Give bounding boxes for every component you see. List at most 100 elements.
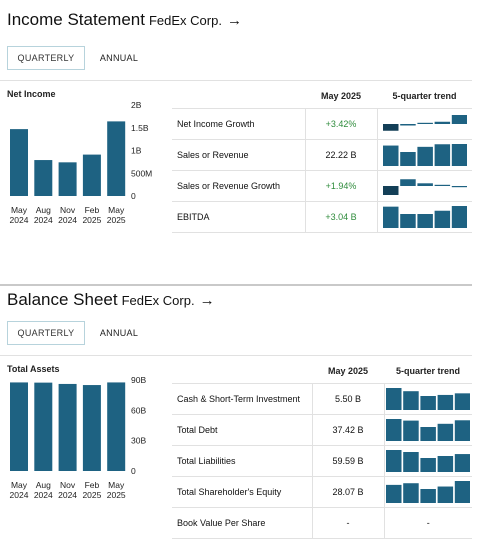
trend-empty: - — [426, 518, 430, 528]
trend-bar — [386, 450, 402, 472]
metric-value: 5.50 B — [311, 383, 385, 415]
metric-value: - — [311, 507, 385, 539]
trend-bar — [399, 214, 416, 228]
balance-sheet-title-link[interactable]: Balance Sheet FedEx Corp. → — [7, 290, 215, 310]
metric-value: 22.22 B — [304, 139, 378, 171]
period-tabs: QUARTERLY ANNUAL — [7, 321, 153, 345]
x-tick-label: 2024 — [34, 215, 53, 225]
metric-label: EBITDA — [172, 201, 305, 233]
bar — [82, 154, 101, 196]
period-tabs: QUARTERLY ANNUAL — [7, 46, 153, 70]
x-tick-label: 2024 — [58, 490, 77, 500]
y-tick-label: 1.5B — [131, 123, 149, 133]
metric-label: Sales or Revenue — [172, 139, 305, 171]
chart-title: Net Income — [7, 89, 56, 99]
trend-bar — [399, 152, 416, 166]
trend-bar — [386, 484, 402, 503]
tab-annual[interactable]: ANNUAL — [99, 53, 139, 63]
y-tick-label: 500M — [131, 168, 152, 178]
trend-bar — [417, 122, 433, 124]
balance-sheet-section: Balance Sheet FedEx Corp. → QUARTERLY ANNU… — [0, 276, 483, 539]
metric-label: Book Value Per Share — [172, 507, 312, 539]
trend-sparkline — [382, 206, 467, 228]
chart-title: Total Assets — [7, 364, 60, 374]
section-divider — [0, 284, 472, 286]
trend-bar — [420, 458, 437, 472]
x-tick-label: Nov — [60, 480, 76, 490]
x-tick-label: May — [11, 205, 28, 215]
section-title: Balance Sheet — [7, 290, 118, 309]
trend-bar — [451, 144, 467, 166]
trend-bar — [451, 115, 467, 124]
x-tick-label: 2025 — [82, 215, 101, 225]
arrow-right-icon: → — [199, 292, 215, 309]
metric-value: +3.42% — [304, 108, 378, 140]
trend-bar — [386, 419, 402, 441]
table-row: Sales or Revenue Growth +1.94% — [172, 170, 472, 202]
trend-bar — [382, 145, 399, 166]
trend-bar — [417, 183, 433, 186]
trend-bar — [417, 146, 433, 166]
income-statement-title-link[interactable]: Income Statement FedEx Corp. → — [7, 10, 242, 30]
trend-bar — [434, 210, 450, 228]
trend-bar — [399, 179, 416, 186]
bar — [34, 382, 53, 471]
y-tick-label: 0 — [131, 191, 136, 201]
x-tick-label: Aug — [36, 205, 51, 215]
table-header-row: May 2025 5-quarter trend — [172, 359, 472, 384]
y-tick-label: 0 — [131, 466, 136, 476]
trend-sparkline — [386, 450, 471, 472]
net-income-chart: 2B1.5B1B500M0May2024Aug2024Nov2024Feb202… — [10, 100, 153, 225]
trend-bar — [417, 214, 433, 228]
divider — [0, 80, 472, 81]
metric-trend — [384, 414, 472, 446]
metric-trend — [377, 139, 472, 171]
trend-bar — [437, 486, 454, 503]
tab-quarterly[interactable]: QUARTERLY — [7, 321, 85, 345]
trend-bar — [420, 396, 437, 410]
bar — [107, 382, 126, 471]
tab-annual[interactable]: ANNUAL — [99, 328, 139, 338]
metric-value: +3.04 B — [304, 201, 378, 233]
trend-bar — [403, 391, 419, 410]
divider — [0, 355, 472, 356]
metric-value: 59.59 B — [311, 445, 385, 477]
y-tick-label: 60B — [131, 405, 146, 415]
metric-trend — [384, 383, 472, 415]
bar — [107, 121, 126, 196]
trend-bar — [455, 481, 471, 503]
table-row: Total Liabilities 59.59 B — [172, 445, 472, 477]
metric-label: Total Shareholder's Equity — [172, 476, 312, 508]
x-tick-label: 2025 — [107, 215, 126, 225]
x-tick-label: 2024 — [10, 490, 29, 500]
balance-metrics-table: May 2025 5-quarter trend Cash & Short-Te… — [172, 359, 472, 539]
bar — [58, 162, 77, 196]
metric-label: Net Income Growth — [172, 108, 305, 140]
table-row: Cash & Short-Term Investment 5.50 B — [172, 383, 472, 415]
trend-bar — [399, 124, 416, 126]
x-tick-label: Feb — [85, 205, 100, 215]
bar — [82, 385, 101, 471]
arrow-right-icon: → — [226, 12, 242, 29]
trend-bar — [420, 427, 437, 441]
x-tick-label: May — [108, 205, 125, 215]
company-name: FedEx Corp. — [148, 13, 222, 28]
metric-trend — [377, 170, 472, 202]
trend-bar — [420, 489, 437, 503]
x-tick-label: 2024 — [34, 490, 53, 500]
trend-bar — [434, 144, 450, 166]
metric-label: Total Debt — [172, 414, 312, 446]
metric-label: Sales or Revenue Growth — [172, 170, 305, 202]
y-tick-label: 90B — [131, 375, 146, 385]
trend-bar — [437, 394, 454, 410]
metric-label: Cash & Short-Term Investment — [172, 383, 312, 415]
y-tick-label: 30B — [131, 436, 146, 446]
trend-bar — [437, 423, 454, 441]
bar — [10, 382, 28, 471]
trend-bar — [455, 420, 471, 441]
x-tick-label: 2025 — [107, 490, 126, 500]
trend-bar — [455, 393, 471, 410]
header-label-col — [172, 84, 305, 109]
tab-quarterly[interactable]: QUARTERLY — [7, 46, 85, 70]
trend-bar — [434, 121, 450, 124]
